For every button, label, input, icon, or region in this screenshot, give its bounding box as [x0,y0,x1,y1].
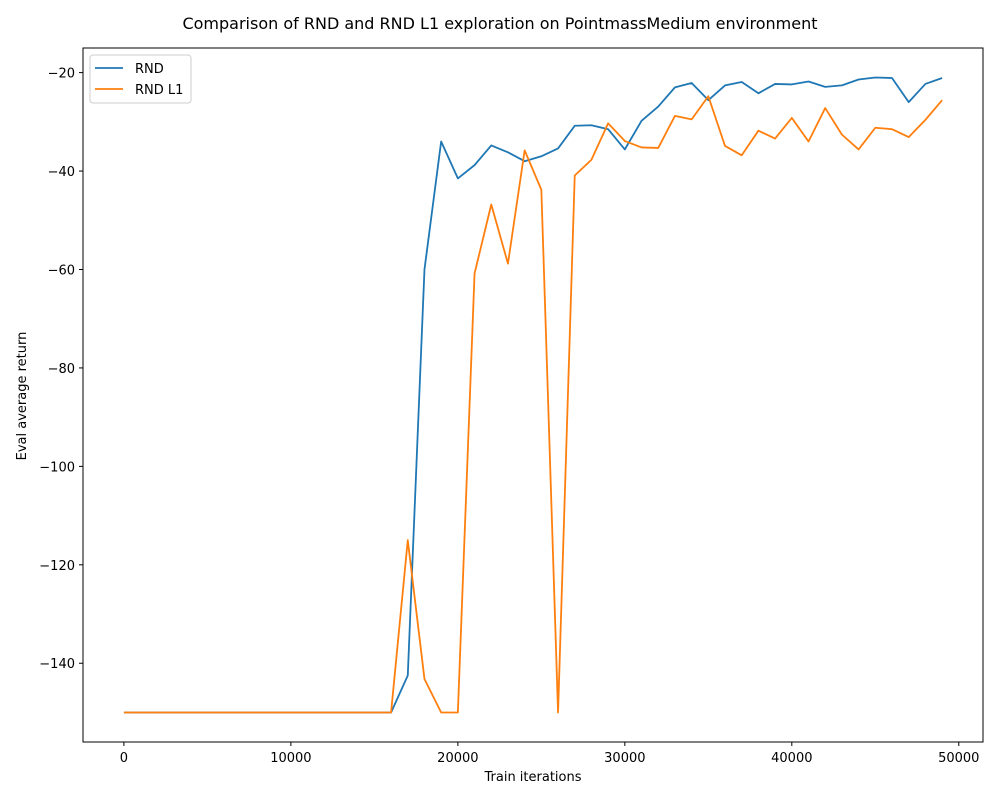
x-tick-label: 0 [120,751,128,766]
plot-frame [82,47,984,743]
y-tick-label: −80 [48,362,75,377]
series-line-rnd-l1 [123,95,943,714]
x-tick-label: 30000 [604,751,645,766]
x-tick-label: 10000 [270,751,311,766]
x-axis-label: Train iterations [483,770,581,785]
chart-title: Comparison of RND and RND L1 exploration… [182,14,817,33]
y-axis: −140 −120 −100 −80 −60 −40 −20 [39,67,83,672]
y-axis-label: Eval average return [15,332,30,461]
series-layer [123,76,943,714]
legend-box [89,54,192,104]
legend-label: RND [135,62,164,77]
y-tick-label: −20 [48,67,75,82]
y-tick-label: −120 [39,559,75,574]
x-tick-label: 40000 [771,751,812,766]
y-tick-label: −100 [39,460,75,475]
x-tick-label: 20000 [437,751,478,766]
legend: RND RND L1 [89,54,192,104]
legend-label: RND L1 [135,83,183,98]
x-tick-label: 50000 [938,751,979,766]
y-tick-label: −140 [39,657,75,672]
plot-area [82,47,984,743]
x-axis: 0 10000 20000 30000 40000 50000 [120,742,979,766]
y-tick-label: −40 [48,165,75,180]
y-tick-label: −60 [48,263,75,278]
